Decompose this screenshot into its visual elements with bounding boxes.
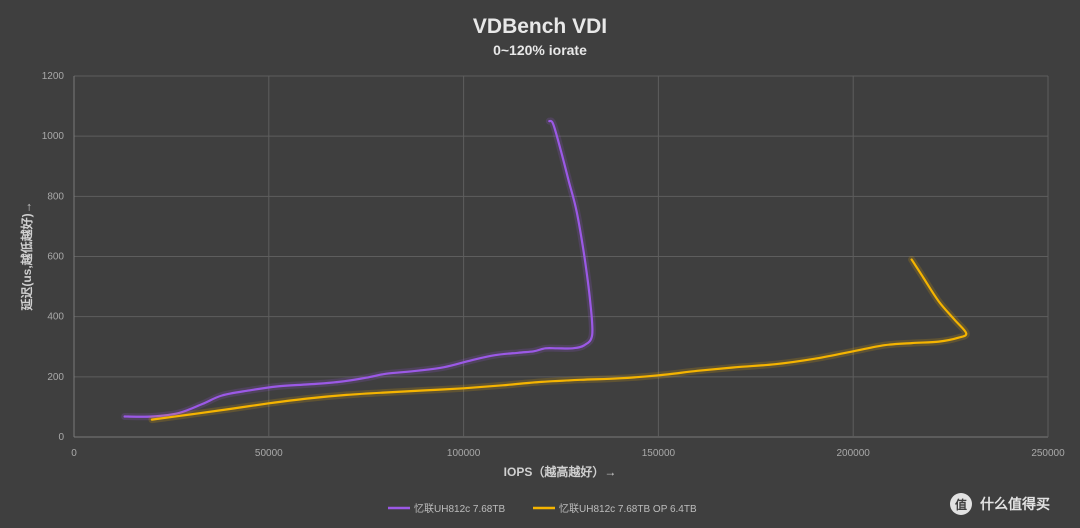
series-lines bbox=[121, 117, 970, 424]
watermark-logo-icon bbox=[950, 493, 972, 515]
y-tick-label: 0 bbox=[58, 432, 64, 443]
chart-subtitle: 0~120% iorate bbox=[493, 42, 587, 58]
tick-labels: 0 200 400 600 800 1000 1200 0 50000 100000 150000 2… bbox=[42, 71, 1065, 459]
chart-title: VDBench VDI bbox=[473, 15, 607, 38]
x-tick-label: 100000 bbox=[447, 448, 481, 459]
series-1-glow bbox=[121, 117, 596, 421]
watermark-text: 什么值得买 bbox=[980, 496, 1050, 512]
gridlines bbox=[73, 75, 1049, 438]
watermark-logo-glyph: 值 bbox=[955, 497, 967, 512]
series-1-line bbox=[123, 119, 594, 418]
y-tick-label: 400 bbox=[47, 312, 64, 323]
x-tick-label: 50000 bbox=[255, 448, 283, 459]
series-2-line bbox=[150, 258, 968, 421]
legend-label-series-1: 忆联UH812c 7.68TB bbox=[414, 502, 505, 515]
y-axis-title: 延迟(us,越低越好)→ bbox=[19, 201, 34, 311]
x-tick-label: 150000 bbox=[642, 448, 676, 459]
y-tick-label: 800 bbox=[47, 191, 64, 202]
watermark: 值 什么值得买 bbox=[950, 493, 1050, 515]
x-tick-label: 200000 bbox=[837, 448, 871, 459]
legend: 忆联UH812c 7.68TB 忆联UH812c 7.68TB OP 6.4TB bbox=[388, 502, 697, 515]
series-2-glow bbox=[148, 256, 970, 424]
y-tick-label: 1200 bbox=[42, 71, 65, 82]
y-tick-label: 600 bbox=[47, 252, 64, 263]
x-tick-label: 250000 bbox=[1031, 448, 1065, 459]
y-tick-label: 1000 bbox=[42, 131, 65, 142]
legend-label-series-2: 忆联UH812c 7.68TB OP 6.4TB bbox=[559, 502, 697, 515]
x-axis-title: IOPS（越高越好）→ bbox=[504, 464, 617, 479]
x-tick-label: 0 bbox=[71, 448, 77, 459]
y-tick-label: 200 bbox=[47, 372, 64, 383]
